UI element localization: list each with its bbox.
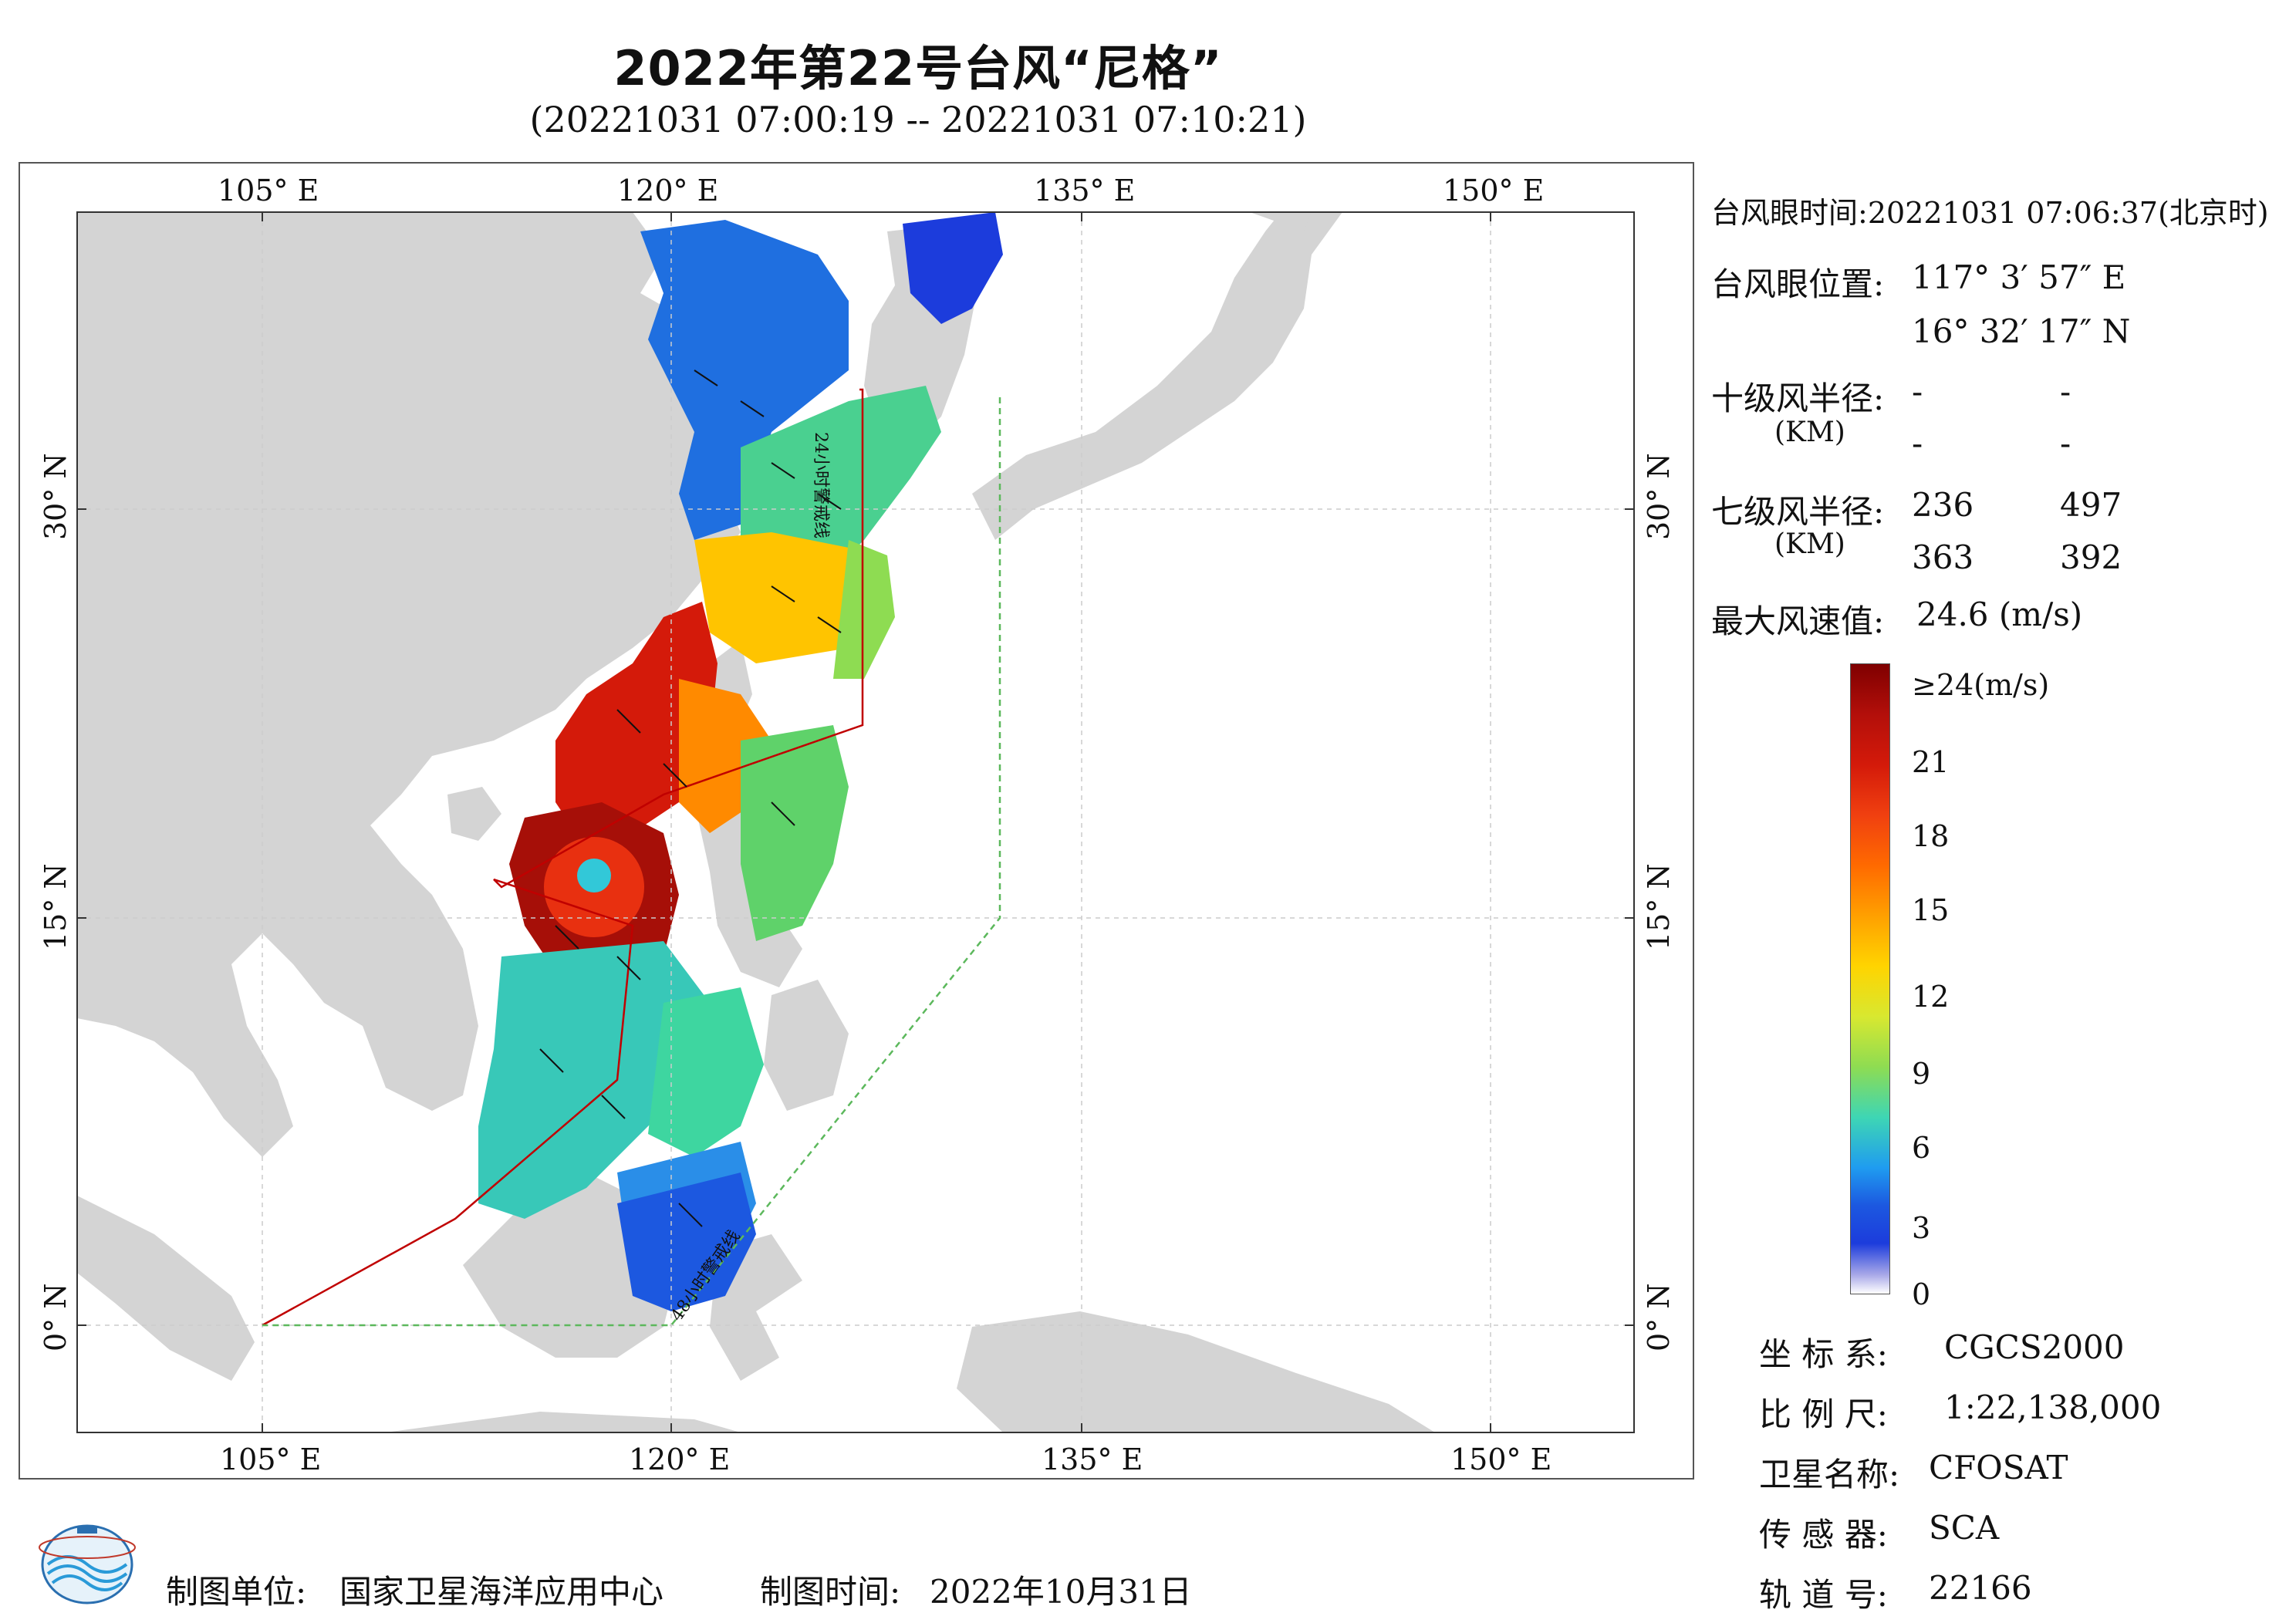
sensor-value: SCA (1929, 1509, 2000, 1547)
r10-value: - (2060, 424, 2071, 462)
sensor-label: 传 感 器: (1759, 1516, 1888, 1554)
crs-value: CGCS2000 (1944, 1328, 2125, 1366)
max-wind-label: 最大风速值: (1711, 602, 1885, 640)
axis-ticks (77, 212, 1634, 1432)
r7-label: 七级风半径: (1711, 493, 1885, 531)
r10-label: 十级风半径: (1711, 380, 1885, 417)
eye-pos-label: 台风眼位置: (1711, 265, 1885, 303)
crs-label: 坐 标 系: (1759, 1335, 1888, 1373)
r10-value: - (2060, 373, 2071, 410)
info-eye-time: 台风眼时间:20221031 07:06:37(北京时) (1711, 189, 2269, 231)
colorbar (1850, 663, 1890, 1294)
globe-logo-icon (39, 1524, 136, 1604)
right-lat-label: 0° N (1642, 1283, 1676, 1351)
r7-value: 497 (2060, 486, 2122, 524)
eye-lon: 117° 3′ 57″ E (1912, 258, 2126, 296)
satellite-label: 卫星名称: (1759, 1456, 1900, 1493)
colorbar-label: 9 (1912, 1057, 1931, 1091)
max-wind-value: 24.6 (m/s) (1916, 596, 2083, 633)
colorbar-label: 18 (1912, 819, 1950, 853)
orbit-value: 22166 (1929, 1569, 2032, 1607)
graticule (77, 212, 1634, 1432)
left-lat-label: 0° N (39, 1283, 73, 1351)
agency-logo (37, 1518, 137, 1609)
right-lat-label: 15° N (1642, 863, 1676, 950)
bottom-lon-label: 150° E (1450, 1442, 1552, 1476)
eye-time-value: 20221031 07:06:37(北京时) (1867, 196, 2269, 230)
date-label: 制图时间: (760, 1573, 901, 1611)
colorbar-label: 21 (1912, 745, 1950, 779)
r10-unit: (KM) (1774, 417, 1845, 448)
warning-line-48h (262, 397, 1001, 1327)
satellite-value: CFOSAT (1929, 1449, 2068, 1486)
colorbar-label: 0 (1912, 1277, 1931, 1311)
top-lon-label: 135° E (1034, 174, 1136, 208)
map-frame (19, 162, 1694, 1480)
top-lon-label: 150° E (1443, 174, 1545, 208)
scale-label: 比 例 尺: (1759, 1395, 1888, 1433)
colorbar-label: 12 (1912, 980, 1950, 1014)
top-lon-label: 105° E (218, 174, 319, 208)
right-lat-label: 30° N (1642, 453, 1676, 540)
r10-value: - (1912, 373, 1923, 410)
r7-value: 392 (2060, 538, 2122, 576)
left-lat-label: 30° N (39, 453, 73, 540)
colorbar-label: 6 (1912, 1131, 1931, 1165)
label-24h-warning: 24小时警戒线 (811, 432, 830, 538)
r10-value: - (1912, 424, 1923, 462)
warning-line-24h (262, 388, 864, 1327)
map-border (76, 211, 1635, 1433)
r7-value: 363 (1912, 538, 1974, 576)
scale-value: 1:22,138,000 (1944, 1388, 2162, 1426)
colorbar-label: 15 (1912, 893, 1950, 927)
eye-time-label: 台风眼时间: (1711, 196, 1868, 230)
r7-value: 236 (1912, 486, 1974, 524)
producer-value: 国家卫星海洋应用中心 (339, 1573, 664, 1611)
colorbar-label: ≥24(m/s) (1912, 668, 2050, 702)
producer-label: 制图单位: (166, 1573, 307, 1611)
colorbar-label: 3 (1912, 1211, 1931, 1245)
wind-barbs (539, 369, 842, 1227)
date-value: 2022年10月31日 (930, 1573, 1192, 1611)
bottom-lon-label: 135° E (1042, 1442, 1143, 1476)
bottom-lon-label: 120° E (629, 1442, 731, 1476)
r7-unit: (KM) (1774, 528, 1845, 560)
bottom-lon-label: 105° E (220, 1442, 322, 1476)
eye-lat: 16° 32′ 17″ N (1912, 312, 2131, 350)
left-lat-label: 15° N (39, 863, 73, 950)
top-lon-label: 120° E (617, 174, 719, 208)
orbit-label: 轨 道 号: (1759, 1576, 1888, 1614)
page-title: 2022年第22号台风“尼格” (613, 40, 1223, 96)
time-range-subtitle: (20221031 07:00:19 -- 20221031 07:10:21) (529, 99, 1307, 140)
